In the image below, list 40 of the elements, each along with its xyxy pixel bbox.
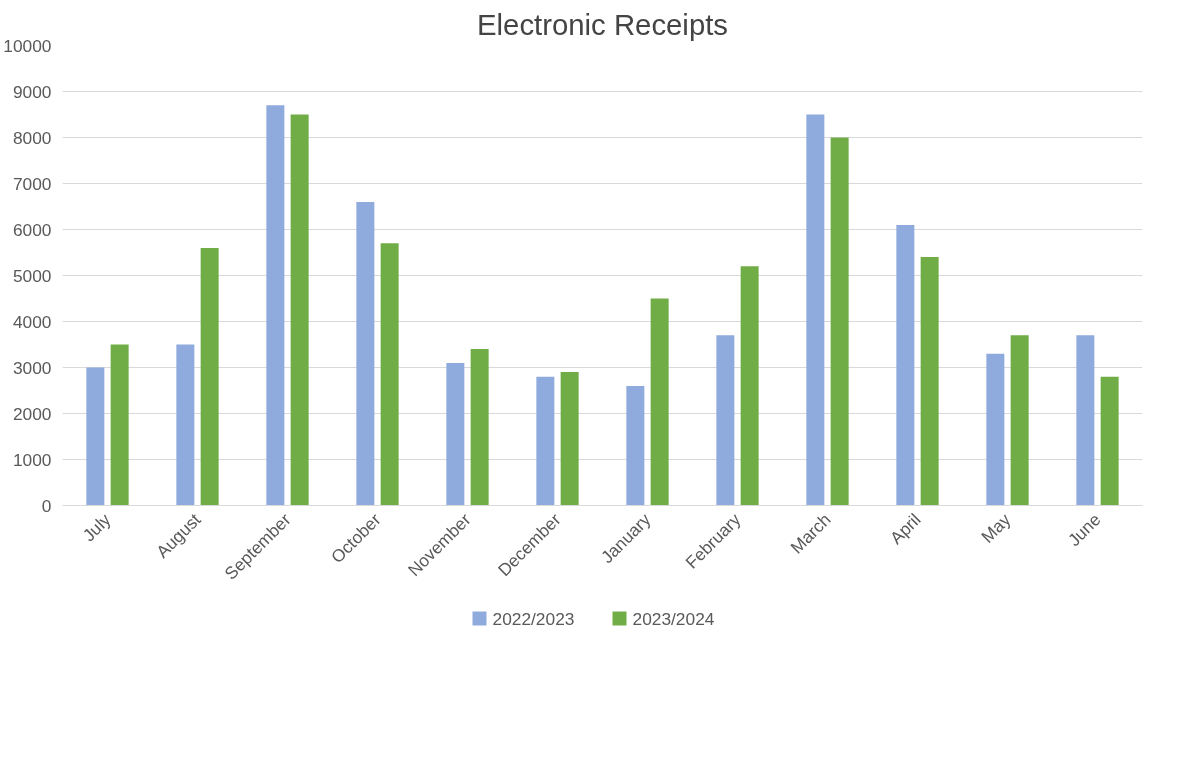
y-tick-label: 9000 bbox=[12, 81, 52, 102]
bar bbox=[920, 257, 939, 506]
bar bbox=[290, 114, 309, 506]
bar bbox=[740, 266, 759, 506]
bar bbox=[110, 344, 129, 506]
bar bbox=[986, 353, 1005, 506]
legend-label: 2023/2024 bbox=[632, 608, 715, 629]
x-tick-label: May bbox=[977, 509, 1015, 547]
bar bbox=[446, 362, 465, 506]
bar bbox=[896, 224, 915, 506]
y-tick-label: 1000 bbox=[12, 449, 52, 470]
bar bbox=[560, 372, 579, 506]
bar bbox=[830, 137, 849, 506]
y-tick-label: 4000 bbox=[12, 311, 52, 332]
x-tick-label: July bbox=[78, 509, 115, 546]
y-tick-label: 7000 bbox=[12, 173, 52, 194]
bar bbox=[356, 201, 375, 506]
bar bbox=[380, 243, 399, 506]
bar bbox=[266, 105, 285, 506]
bar bbox=[716, 335, 735, 506]
bar bbox=[536, 376, 555, 506]
y-tick-label: 5000 bbox=[12, 265, 52, 286]
bar bbox=[1076, 335, 1095, 506]
y-tick-label: 0 bbox=[41, 495, 52, 516]
bar bbox=[1010, 335, 1029, 506]
y-tick-label: 3000 bbox=[12, 357, 52, 378]
legend-label: 2022/2023 bbox=[492, 608, 575, 629]
bar bbox=[470, 349, 489, 506]
bar bbox=[650, 298, 669, 506]
bar bbox=[200, 247, 219, 506]
chart-title: Electronic Receipts bbox=[476, 7, 729, 41]
bar bbox=[176, 344, 195, 506]
y-tick-label: 6000 bbox=[12, 219, 52, 240]
bar bbox=[86, 367, 105, 506]
y-tick-label: 8000 bbox=[12, 127, 52, 148]
bar bbox=[1100, 376, 1119, 506]
bar bbox=[806, 114, 825, 506]
bar bbox=[626, 385, 645, 506]
y-tick-label: 10000 bbox=[3, 35, 52, 56]
y-tick-label: 2000 bbox=[12, 403, 52, 424]
